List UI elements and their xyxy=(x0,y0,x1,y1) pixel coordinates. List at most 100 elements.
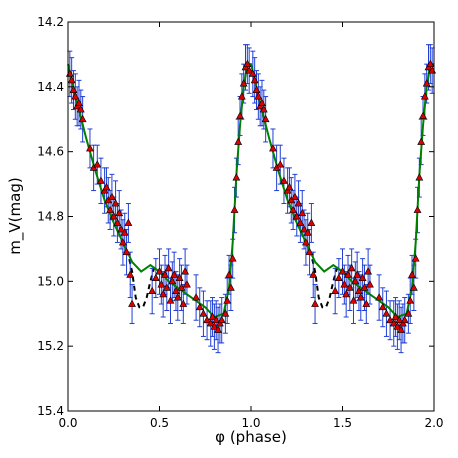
data-point xyxy=(378,302,387,311)
data-point xyxy=(252,85,261,93)
data-point xyxy=(408,270,416,278)
data-point xyxy=(117,225,125,233)
data-point xyxy=(300,225,308,233)
data-point xyxy=(366,280,374,288)
data-point xyxy=(250,75,259,84)
data-point xyxy=(106,205,114,213)
data-point xyxy=(258,98,266,106)
data-point xyxy=(356,293,365,301)
data-point xyxy=(289,205,297,213)
data-point xyxy=(291,192,299,200)
y-axis: 14.2 14.4 14.6 14.8 15.0 15.2 15.4 xyxy=(37,15,434,418)
data-point xyxy=(406,296,415,304)
data-point xyxy=(109,212,118,220)
data-point xyxy=(245,66,254,74)
x-tick-label: 2.0 xyxy=(424,416,443,430)
data-point xyxy=(417,137,426,145)
data-point xyxy=(236,111,244,119)
data-point xyxy=(102,182,111,191)
data-point xyxy=(415,173,424,181)
data-point xyxy=(397,325,405,333)
x-tick-label: 0.5 xyxy=(150,416,169,430)
data-point xyxy=(179,299,188,307)
data-point xyxy=(386,315,394,324)
data-point xyxy=(228,254,237,262)
x-axis-label: φ (phase) xyxy=(215,428,287,446)
y-tick-label: 14.4 xyxy=(37,80,64,94)
data-point xyxy=(331,286,340,294)
data-point xyxy=(261,114,270,123)
data-point xyxy=(360,283,369,291)
data-point xyxy=(192,293,200,301)
y-tick-label: 14.8 xyxy=(37,210,64,224)
data-point xyxy=(161,270,169,278)
data-point xyxy=(344,270,352,278)
data-point xyxy=(334,273,343,281)
x-tick-label: 1.5 xyxy=(333,416,352,430)
data-point xyxy=(170,270,179,278)
data-point xyxy=(419,111,427,119)
data-point xyxy=(353,270,362,278)
data-point xyxy=(422,79,431,87)
data-point xyxy=(124,218,133,226)
data-point xyxy=(172,286,180,294)
y-tick-label: 15.2 xyxy=(37,339,64,353)
data-point xyxy=(78,114,87,123)
data-point xyxy=(305,247,314,256)
data-point xyxy=(76,105,85,113)
data-point xyxy=(411,254,420,262)
x-axis: 0.0 0.5 1.0 1.5 2.0 xyxy=(58,22,444,430)
data-point xyxy=(166,296,175,304)
data-point xyxy=(108,192,116,200)
data-point xyxy=(208,312,217,320)
y-tick-label: 15.4 xyxy=(37,404,64,418)
data-point xyxy=(151,273,160,281)
data-point xyxy=(259,105,268,113)
data-point xyxy=(237,92,246,100)
data-point xyxy=(309,270,318,278)
data-point xyxy=(177,283,186,291)
data-point xyxy=(351,276,360,285)
data-point xyxy=(243,59,252,68)
data-point xyxy=(111,199,120,207)
data-point xyxy=(340,280,349,288)
data-point xyxy=(164,263,173,272)
data-point xyxy=(298,208,307,217)
data-point xyxy=(223,296,232,304)
data-point xyxy=(232,173,241,181)
data-point xyxy=(413,205,422,213)
data-point xyxy=(225,270,233,278)
data-point xyxy=(389,319,398,327)
data-point xyxy=(294,199,303,207)
data-point xyxy=(122,247,131,256)
data-point xyxy=(303,228,312,236)
data-point xyxy=(239,79,248,87)
data-point xyxy=(75,98,83,106)
data-point xyxy=(199,309,208,317)
data-point xyxy=(148,286,157,294)
data-point xyxy=(181,267,190,275)
data-point xyxy=(126,270,135,278)
data-point xyxy=(168,276,177,285)
data-point xyxy=(292,212,301,220)
data-point xyxy=(67,75,76,84)
data-point xyxy=(276,160,285,168)
data-point xyxy=(214,325,222,333)
data-point xyxy=(157,280,166,288)
data-point xyxy=(221,309,230,317)
y-tick-label: 14.6 xyxy=(37,145,64,159)
data-point xyxy=(115,208,124,217)
plot-frame xyxy=(67,21,435,412)
data-point xyxy=(69,85,78,93)
data-point xyxy=(128,299,136,307)
data-point xyxy=(338,267,347,275)
data-point xyxy=(162,283,171,291)
data-point xyxy=(183,280,191,288)
data-point xyxy=(195,302,204,311)
y-tick-label: 14.2 xyxy=(37,15,64,29)
data-point xyxy=(119,237,127,246)
data-point xyxy=(234,137,243,145)
data-point xyxy=(347,263,356,272)
data-point xyxy=(420,92,429,100)
